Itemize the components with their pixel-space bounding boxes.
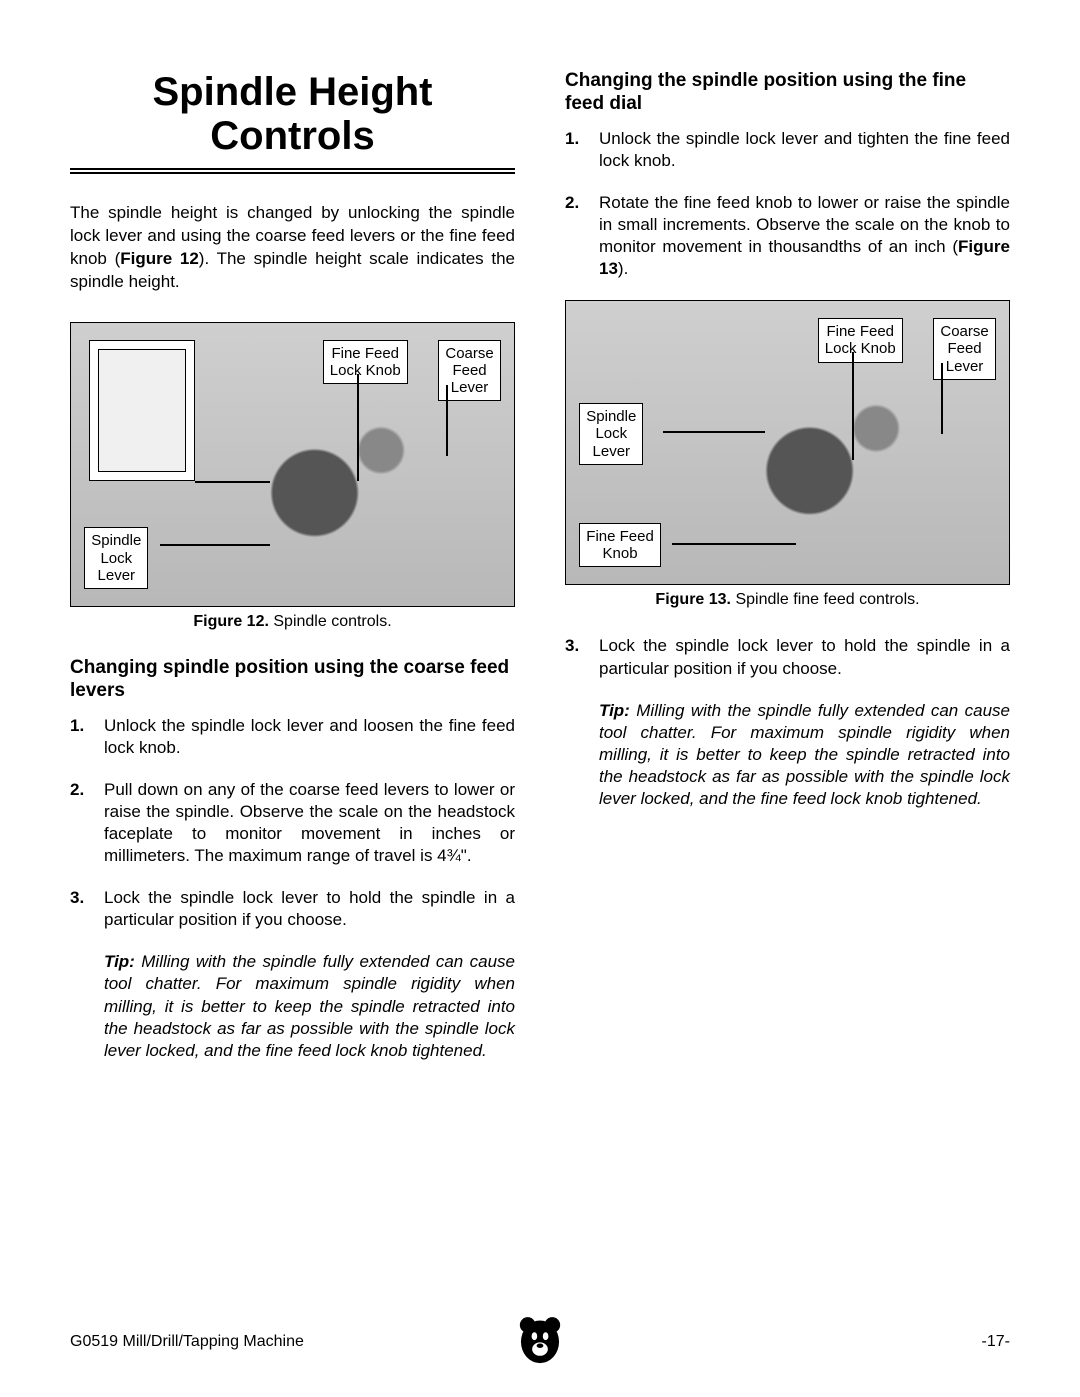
figure-13-caption: Figure 13. Spindle fine feed controls.: [565, 591, 1010, 609]
title-rule: [70, 168, 515, 174]
coarse-tip-text: Milling with the spindle fully extended …: [104, 952, 515, 1059]
figure-12: Fine FeedLock Knob CoarseFeedLever Spind…: [70, 322, 515, 607]
figure-12-scale-inset: [89, 340, 195, 482]
callout-coarse-feed-lever: CoarseFeedLever: [438, 340, 500, 402]
coarse-step-3: Lock the spindle lock lever to hold the …: [70, 887, 515, 931]
figure-13-caption-text: Spindle fine feed controls.: [731, 591, 920, 608]
leader-line: [160, 544, 271, 546]
figure-12-caption-label: Figure 12.: [193, 613, 269, 630]
leader-line: [195, 481, 270, 483]
intro-fig-ref: Figure 12: [120, 249, 199, 268]
fine-step-3: Lock the spindle lock lever to hold the …: [565, 635, 1010, 679]
coarse-step-1: Unlock the spindle lock lever and loosen…: [70, 715, 515, 759]
figure-12-caption: Figure 12. Spindle controls.: [70, 613, 515, 631]
fine-steps: Unlock the spindle lock lever and tighte…: [565, 128, 1010, 281]
coarse-tip-label: Tip:: [104, 952, 135, 971]
intro-paragraph: The spindle height is changed by unlocki…: [70, 202, 515, 294]
callout-fine-feed-lock-knob: Fine FeedLock Knob: [323, 340, 408, 385]
leader-line: [672, 543, 796, 545]
fine-tip-text: Milling with the spindle fully extended …: [599, 701, 1010, 808]
leader-line: [663, 431, 765, 433]
fine-step-2-tail: ).: [618, 259, 628, 278]
figure-13-caption-label: Figure 13.: [655, 591, 731, 608]
leader-line: [357, 374, 359, 482]
fine-tip: Tip: Milling with the spindle fully exte…: [565, 700, 1010, 810]
callout-spindle-lock-lever: SpindleLockLever: [84, 527, 148, 589]
coarse-steps: Unlock the spindle lock lever and loosen…: [70, 715, 515, 932]
figure-12-caption-text: Spindle controls.: [269, 613, 392, 630]
leader-line: [852, 352, 854, 460]
callout-fine-feed-knob: Fine FeedKnob: [579, 523, 661, 568]
callout-spindle-lock-lever: SpindleLockLever: [579, 403, 643, 465]
callout-fine-feed-lock-knob: Fine FeedLock Knob: [818, 318, 903, 363]
coarse-heading: Changing spindle position using the coar…: [70, 657, 515, 703]
leader-line: [446, 385, 448, 456]
figure-13: Fine FeedLock Knob CoarseFeedLever Spind…: [565, 300, 1010, 585]
fine-step-2: Rotate the fine feed knob to lower or ra…: [565, 192, 1010, 280]
coarse-step-2: Pull down on any of the coarse feed leve…: [70, 779, 515, 867]
bear-logo-icon: [512, 1311, 568, 1367]
fine-step-2-text: Rotate the fine feed knob to lower or ra…: [599, 193, 1010, 256]
fine-step-1: Unlock the spindle lock lever and tighte…: [565, 128, 1010, 172]
right-column: Changing the spindle position using the …: [565, 70, 1010, 1082]
left-column: Spindle Height Controls The spindle heig…: [70, 70, 515, 1082]
fine-heading: Changing the spindle position using the …: [565, 70, 1010, 116]
page-title: Spindle Height Controls: [70, 70, 515, 158]
footer-left: G0519 Mill/Drill/Tapping Machine: [70, 1333, 304, 1351]
scale-graphic: [98, 349, 186, 472]
fine-steps-continued: Lock the spindle lock lever to hold the …: [565, 635, 1010, 679]
leader-line: [941, 363, 943, 434]
footer-right: -17-: [982, 1333, 1010, 1351]
callout-coarse-feed-lever: CoarseFeedLever: [933, 318, 995, 380]
fine-tip-label: Tip:: [599, 701, 630, 720]
coarse-tip: Tip: Milling with the spindle fully exte…: [70, 951, 515, 1061]
